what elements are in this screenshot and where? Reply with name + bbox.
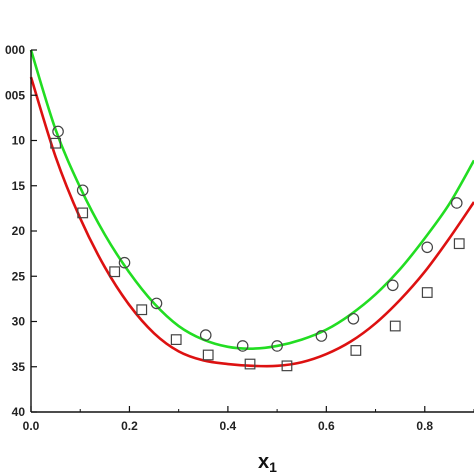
circle-marker-5 <box>236 340 249 352</box>
circle-marker-3 <box>150 297 163 310</box>
y-tick-label-2: 10 <box>12 134 26 148</box>
circle-marker-11 <box>450 197 463 209</box>
square-marker-2 <box>109 266 121 278</box>
x-tick-label-1: 0.2 <box>121 419 138 433</box>
x-tick-label-3: 0.6 <box>318 419 335 433</box>
plot-area <box>29 49 474 372</box>
square-marker-3 <box>136 304 148 316</box>
series-line-0 <box>29 49 474 350</box>
square-marker-0 <box>50 137 62 149</box>
square-marker-1 <box>77 207 89 219</box>
x-tick-label-2: 0.4 <box>220 419 237 433</box>
square-marker-7 <box>281 360 293 372</box>
x-axis-title-main: x <box>258 451 269 473</box>
axes: 0.0 0.2 0.4 0.6 0.8 000 005 10 15 20 25 30 35 40 <box>5 43 474 433</box>
x-tick-label-4: 0.8 <box>416 419 433 433</box>
x-axis-title: x1 <box>258 451 277 474</box>
circle-marker-6 <box>271 340 283 352</box>
circle-marker-2 <box>118 256 131 269</box>
square-marker-11 <box>453 238 465 250</box>
y-tick-label-1: 005 <box>5 88 25 102</box>
x-tick-label-0: 0.0 <box>23 419 40 433</box>
circle-marker-9 <box>386 279 399 292</box>
square-marker-5 <box>202 349 214 361</box>
circle-marker-0 <box>52 125 64 138</box>
circle-marker-8 <box>347 312 360 325</box>
square-marker-8 <box>350 345 362 356</box>
circle-marker-10 <box>421 241 434 254</box>
square-marker-4 <box>170 334 182 345</box>
circle-marker-4 <box>199 329 212 341</box>
y-tick-label-3: 15 <box>12 179 26 193</box>
square-marker-10 <box>421 287 433 298</box>
y-tick-label-8: 40 <box>12 405 26 419</box>
circle-marker-7 <box>315 330 328 342</box>
square-marker-9 <box>389 320 401 332</box>
circle-marker-1 <box>76 184 89 197</box>
y-tick-label-4: 20 <box>12 224 26 238</box>
square-marker-6 <box>244 358 256 370</box>
y-tick-label-5: 25 <box>12 269 26 283</box>
series-line-1 <box>29 76 474 368</box>
x-axis-title-subscript: 1 <box>269 459 277 474</box>
y-tick-label-0: 000 <box>5 43 25 57</box>
y-tick-label-7: 35 <box>12 360 26 374</box>
y-tick-label-6: 30 <box>12 315 26 329</box>
